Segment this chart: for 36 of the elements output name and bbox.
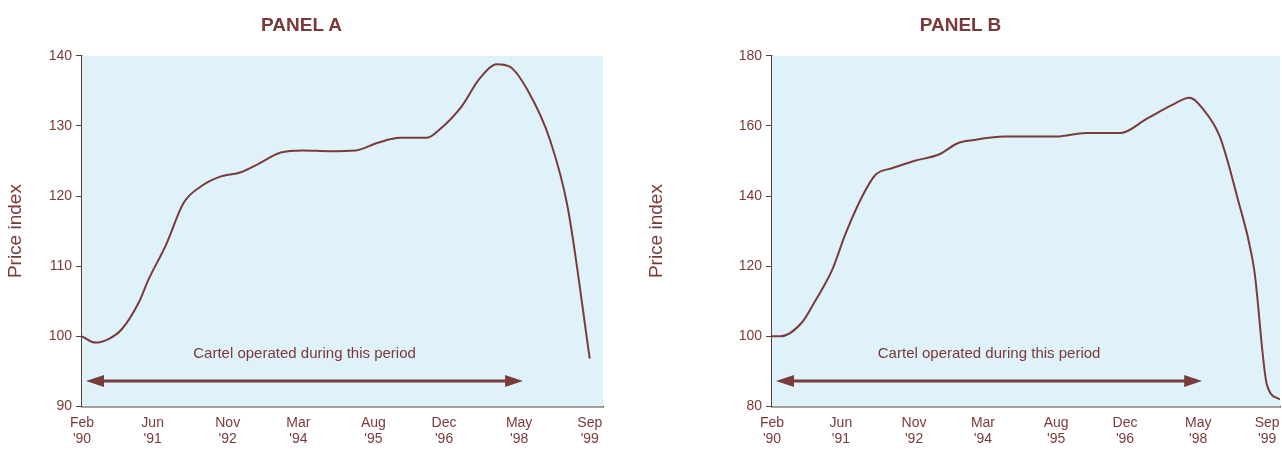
x-tick-label: Sep '99: [1254, 413, 1280, 447]
x-tick-label: Aug '95: [360, 413, 386, 447]
line-series: [82, 63, 591, 360]
x-tick-label: Dec '96: [431, 413, 457, 447]
chart-title: PANEL B: [919, 13, 1002, 35]
y-axis-title: Price index: [644, 183, 666, 279]
x-tick-label: Sep '99: [577, 413, 603, 447]
y-tick-label: 140: [48, 46, 73, 63]
y-tick-label: 120: [48, 186, 73, 203]
y-tick-label: 100: [48, 327, 73, 344]
x-tick-label: Jun '91: [141, 413, 164, 447]
y-tick-label: 100: [738, 327, 763, 344]
y-tick-label: 160: [738, 116, 763, 133]
x-tick-label: Nov '92: [215, 413, 241, 447]
y-tick-label: 140: [738, 186, 763, 203]
x-tick-label: Mar '94: [286, 413, 311, 447]
y-tick-label: 80: [746, 397, 763, 414]
x-tick-label: Dec '96: [1112, 413, 1138, 447]
annotation: Cartel operated during this period: [877, 344, 1101, 362]
y-tick-label: 130: [48, 116, 73, 133]
y-tick-label: 120: [738, 257, 763, 274]
annotation: Cartel operated during this period: [193, 344, 416, 362]
line-series: [772, 96, 1280, 401]
x-tick-label: Feb '90: [69, 413, 95, 447]
x-tick-label: Jun '91: [829, 413, 853, 447]
y-tick-label: 180: [738, 46, 763, 63]
x-tick-label: Mar '94: [970, 413, 996, 447]
x-tick-label: May '98: [505, 413, 533, 447]
y-tick-label: 90: [56, 397, 73, 414]
x-tick-label: May '98: [1184, 413, 1212, 447]
x-tick-label: Aug '95: [1043, 413, 1069, 447]
x-tick-label: Feb '90: [759, 413, 785, 447]
y-axis-title: Price index: [3, 183, 25, 279]
y-tick-label: 110: [49, 257, 73, 274]
chart-title: PANEL A: [261, 13, 343, 35]
x-tick-label: Nov '92: [901, 413, 927, 447]
